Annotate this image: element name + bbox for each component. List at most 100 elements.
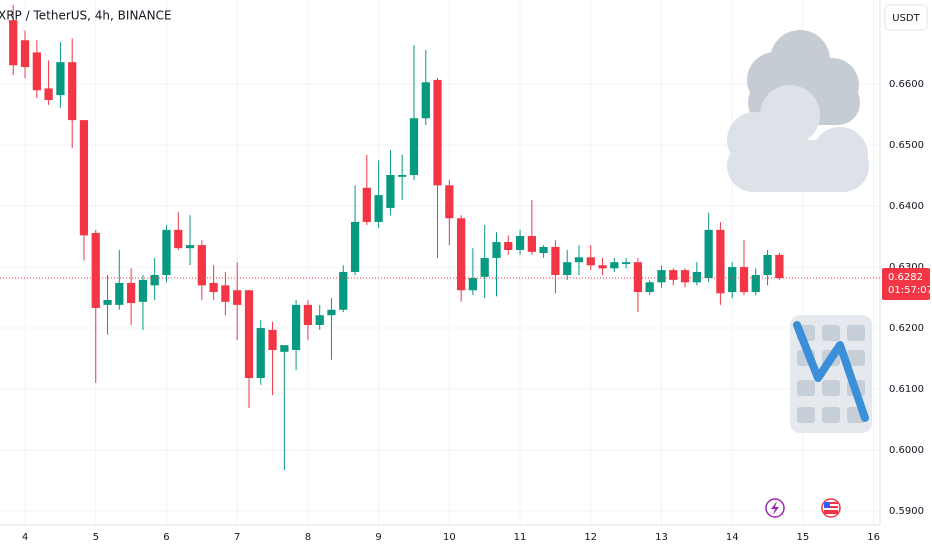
y-tick-label: 0.6500 [889, 140, 924, 151]
candles [9, 4, 784, 471]
candle-body [610, 262, 619, 269]
y-tick-label: 0.6400 [889, 201, 924, 212]
candle-body [197, 245, 206, 286]
candle-body [563, 262, 572, 275]
candle-body [268, 329, 277, 350]
candle-body [256, 328, 265, 379]
candle-body [185, 245, 195, 249]
candle-body [480, 257, 489, 277]
candle-body [350, 221, 360, 272]
x-tick-label: 9 [375, 532, 381, 543]
candle-body [20, 40, 30, 68]
candle-body [103, 300, 112, 305]
candle-body [739, 267, 749, 293]
x-tick-label: 5 [93, 532, 99, 543]
candle-body [115, 282, 124, 305]
cloud-icon [727, 30, 869, 192]
candle-body [445, 185, 454, 219]
candle-body [574, 257, 584, 263]
flag-icon[interactable] [821, 498, 841, 518]
candle-body [716, 229, 725, 294]
candle-body [421, 82, 430, 119]
candle-body [669, 270, 678, 280]
candle-body [645, 282, 654, 293]
candle-body [126, 282, 136, 304]
candle-body [221, 285, 230, 302]
candle-body [539, 246, 548, 254]
candle-body [728, 267, 737, 293]
candle-body [79, 120, 89, 236]
countdown-label: 01:57:07 [888, 285, 932, 296]
x-tick-label: 12 [584, 532, 597, 543]
x-tick-label: 10 [443, 532, 456, 543]
candle-body [751, 275, 760, 293]
x-tick-label: 16 [867, 532, 880, 543]
candle-body [233, 290, 242, 305]
candle-body [315, 315, 324, 325]
candle-body [633, 262, 643, 293]
y-tick-label: 0.6200 [889, 323, 924, 334]
candle-body [598, 265, 607, 269]
candle-body [174, 229, 183, 249]
candle-body [386, 175, 395, 208]
candle-body [433, 79, 442, 186]
last-price-box [882, 268, 930, 301]
y-tick-label: 0.6600 [889, 79, 924, 90]
candle-body [515, 235, 525, 250]
candle-body [775, 254, 784, 279]
last-price-label: 0.6282 [888, 272, 923, 283]
y-tick-label: 0.6300 [889, 262, 924, 273]
currency-label: USDT [892, 13, 920, 24]
chart-title: XRP / TetherUS, 4h, BINANCE [0, 9, 172, 23]
y-tick-label: 0.6100 [889, 384, 924, 395]
candle-body [492, 242, 501, 258]
candle-body [704, 229, 713, 279]
candle-body [280, 345, 289, 352]
candle-body [91, 232, 100, 308]
candle-body [527, 235, 536, 252]
candle-body [409, 118, 419, 175]
x-tick-label: 7 [234, 532, 240, 543]
candle-body [551, 246, 560, 275]
candle-body [657, 270, 666, 283]
candle-body [374, 195, 383, 222]
candle-body [56, 62, 65, 96]
candle-body [622, 262, 631, 265]
y-tick-label: 0.5900 [889, 506, 924, 517]
candle-body [362, 187, 371, 222]
candle-body [586, 257, 595, 266]
candle-body [504, 242, 513, 250]
candle-body [680, 270, 690, 283]
x-tick-label: 6 [163, 532, 169, 543]
candle-body [327, 309, 336, 316]
x-tick-label: 8 [305, 532, 311, 543]
candle-body [138, 279, 148, 302]
grid [0, 0, 880, 525]
x-tick-label: 13 [655, 532, 668, 543]
lightning-icon[interactable] [765, 498, 785, 518]
candle-body [9, 20, 18, 66]
candle-body [339, 271, 348, 310]
candle-body [763, 254, 772, 275]
candle-body [468, 278, 478, 291]
x-tick-label: 11 [514, 532, 527, 543]
candle-body [303, 304, 313, 325]
candle-body [209, 282, 218, 293]
x-tick-label: 4 [22, 532, 28, 543]
candle-body [44, 88, 53, 100]
candle-body [150, 275, 159, 286]
candle-body [692, 271, 701, 283]
y-tick-label: 0.6000 [889, 445, 924, 456]
chart-down-icon [790, 315, 872, 433]
candle-body [244, 290, 254, 379]
candle-body [398, 175, 407, 177]
candle-body [68, 62, 77, 121]
x-tick-label: 15 [797, 532, 810, 543]
candle-body [162, 229, 171, 275]
x-tick-label: 14 [726, 532, 739, 543]
currency-button[interactable] [884, 4, 928, 31]
candle-body [32, 52, 41, 91]
candle-body [457, 218, 466, 291]
candle-body [291, 304, 301, 350]
